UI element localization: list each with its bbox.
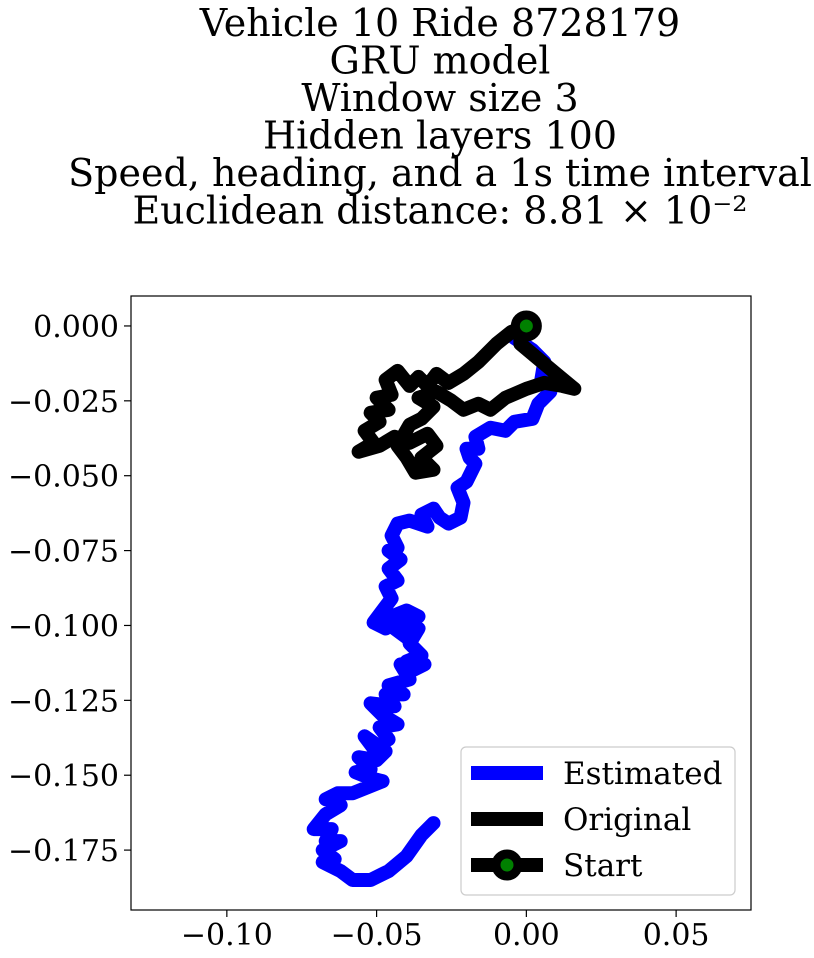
legend-label-estimated: Estimated: [563, 756, 722, 792]
y-tick-label: 0.000: [33, 310, 119, 345]
y-axis: 0.000 −0.025 −0.050 −0.075 −0.100 −0.125 −0.15…: [8, 310, 131, 869]
title-line-1: Vehicle 10 Ride 8728179: [199, 1, 680, 45]
title-line-4: Hidden layers 100: [263, 114, 617, 158]
title-line-5: Speed, heading, and a 1s time interval: [68, 151, 812, 195]
x-axis: −0.10 −0.05 0.00 0.05: [181, 910, 710, 953]
y-tick-label: −0.050: [8, 460, 119, 495]
legend: Estimated Original Start: [460, 746, 736, 896]
y-tick-label: −0.150: [8, 759, 119, 794]
start-marker: [510, 310, 542, 342]
x-tick-label: −0.05: [331, 918, 423, 953]
x-tick-label: 0.00: [493, 918, 560, 953]
series-line-estimated: [306, 319, 558, 887]
legend-start-marker: [491, 849, 523, 881]
plot-frame: [130, 295, 752, 911]
title-line-2: GRU model: [330, 39, 551, 83]
y-tick-label: −0.125: [8, 684, 119, 719]
series-group: [306, 310, 582, 887]
x-tick-label: −0.10: [181, 918, 273, 953]
series-line-original: [351, 319, 582, 480]
y-tick-label: −0.175: [8, 834, 119, 869]
x-tick-label: 0.05: [643, 918, 710, 953]
legend-label-original: Original: [563, 802, 691, 838]
y-tick-label: −0.075: [8, 535, 119, 570]
title-line-3: Window size 3: [301, 76, 578, 120]
legend-label-start: Start: [563, 848, 643, 884]
y-tick-label: −0.100: [8, 609, 119, 644]
y-tick-label: −0.025: [8, 385, 119, 420]
title-line-6: Euclidean distance: 8.81 × 10⁻²: [132, 189, 747, 233]
